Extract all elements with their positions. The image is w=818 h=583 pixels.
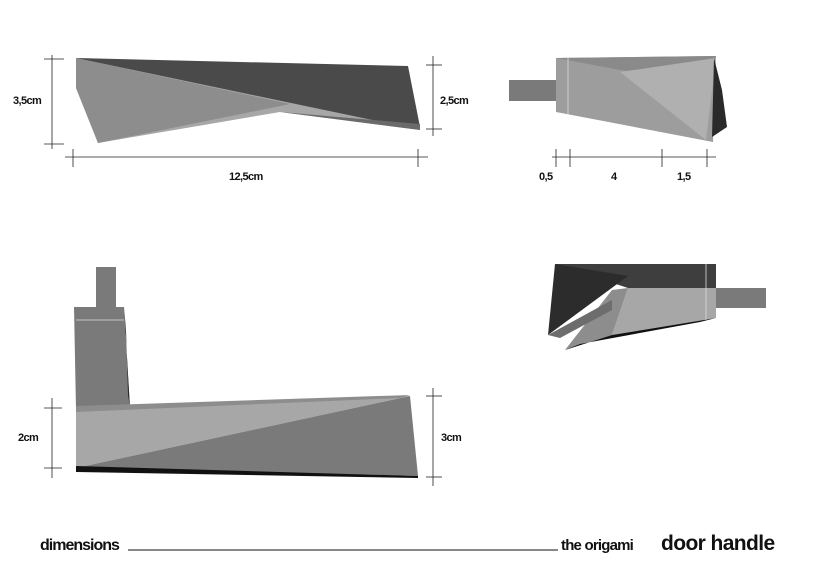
side-view: 3,5cm 2,5cm 12,5cm bbox=[13, 55, 470, 183]
label-side-length: 12,5cm bbox=[229, 171, 264, 183]
perspective-view-mid-face bbox=[565, 288, 628, 350]
front-view-spindle bbox=[96, 267, 116, 310]
side-view-edge-strip bbox=[280, 112, 420, 130]
label-front-grip-height: 2cm bbox=[18, 432, 39, 444]
label-side-height: 3,5cm bbox=[13, 95, 42, 107]
front-view-grip-bottom-edge bbox=[76, 466, 418, 478]
perspective-view bbox=[548, 264, 766, 350]
footer-label: dimensions bbox=[40, 537, 120, 554]
label-front-end-height: 3cm bbox=[441, 432, 462, 444]
front-view-grip-dark bbox=[76, 396, 418, 476]
perspective-view-top-dark bbox=[555, 264, 716, 288]
perspective-view-light-face bbox=[612, 288, 716, 335]
side-view-dark-facet bbox=[76, 58, 420, 127]
perspective-view-bottom-black bbox=[565, 318, 716, 350]
footer: dimensions the origami door handle bbox=[40, 532, 775, 555]
front-view-neck bbox=[74, 307, 130, 410]
footer-title: door handle bbox=[661, 532, 775, 555]
footer-subtitle: the origami bbox=[561, 537, 634, 554]
perspective-view-spindle bbox=[716, 288, 766, 308]
front-view-neck-shadow bbox=[124, 307, 130, 408]
label-end-seg-c: 1,5 bbox=[677, 171, 691, 183]
front-view: 2cm 3cm bbox=[18, 267, 463, 486]
label-end-seg-b: 4 bbox=[611, 171, 618, 183]
front-view-grip-upper bbox=[76, 395, 410, 412]
end-view-light-facet bbox=[620, 58, 716, 140]
label-end-seg-a: 0,5 bbox=[539, 171, 553, 183]
label-side-end-height: 2,5cm bbox=[440, 95, 469, 107]
end-view-spindle bbox=[509, 80, 558, 101]
end-view: 0,5 4 1,5 bbox=[509, 56, 727, 183]
perspective-view-fold bbox=[548, 300, 612, 338]
perspective-view-left-dark bbox=[548, 264, 628, 335]
end-view-dark-fin bbox=[712, 58, 727, 137]
side-view-mid-facet bbox=[76, 58, 290, 143]
